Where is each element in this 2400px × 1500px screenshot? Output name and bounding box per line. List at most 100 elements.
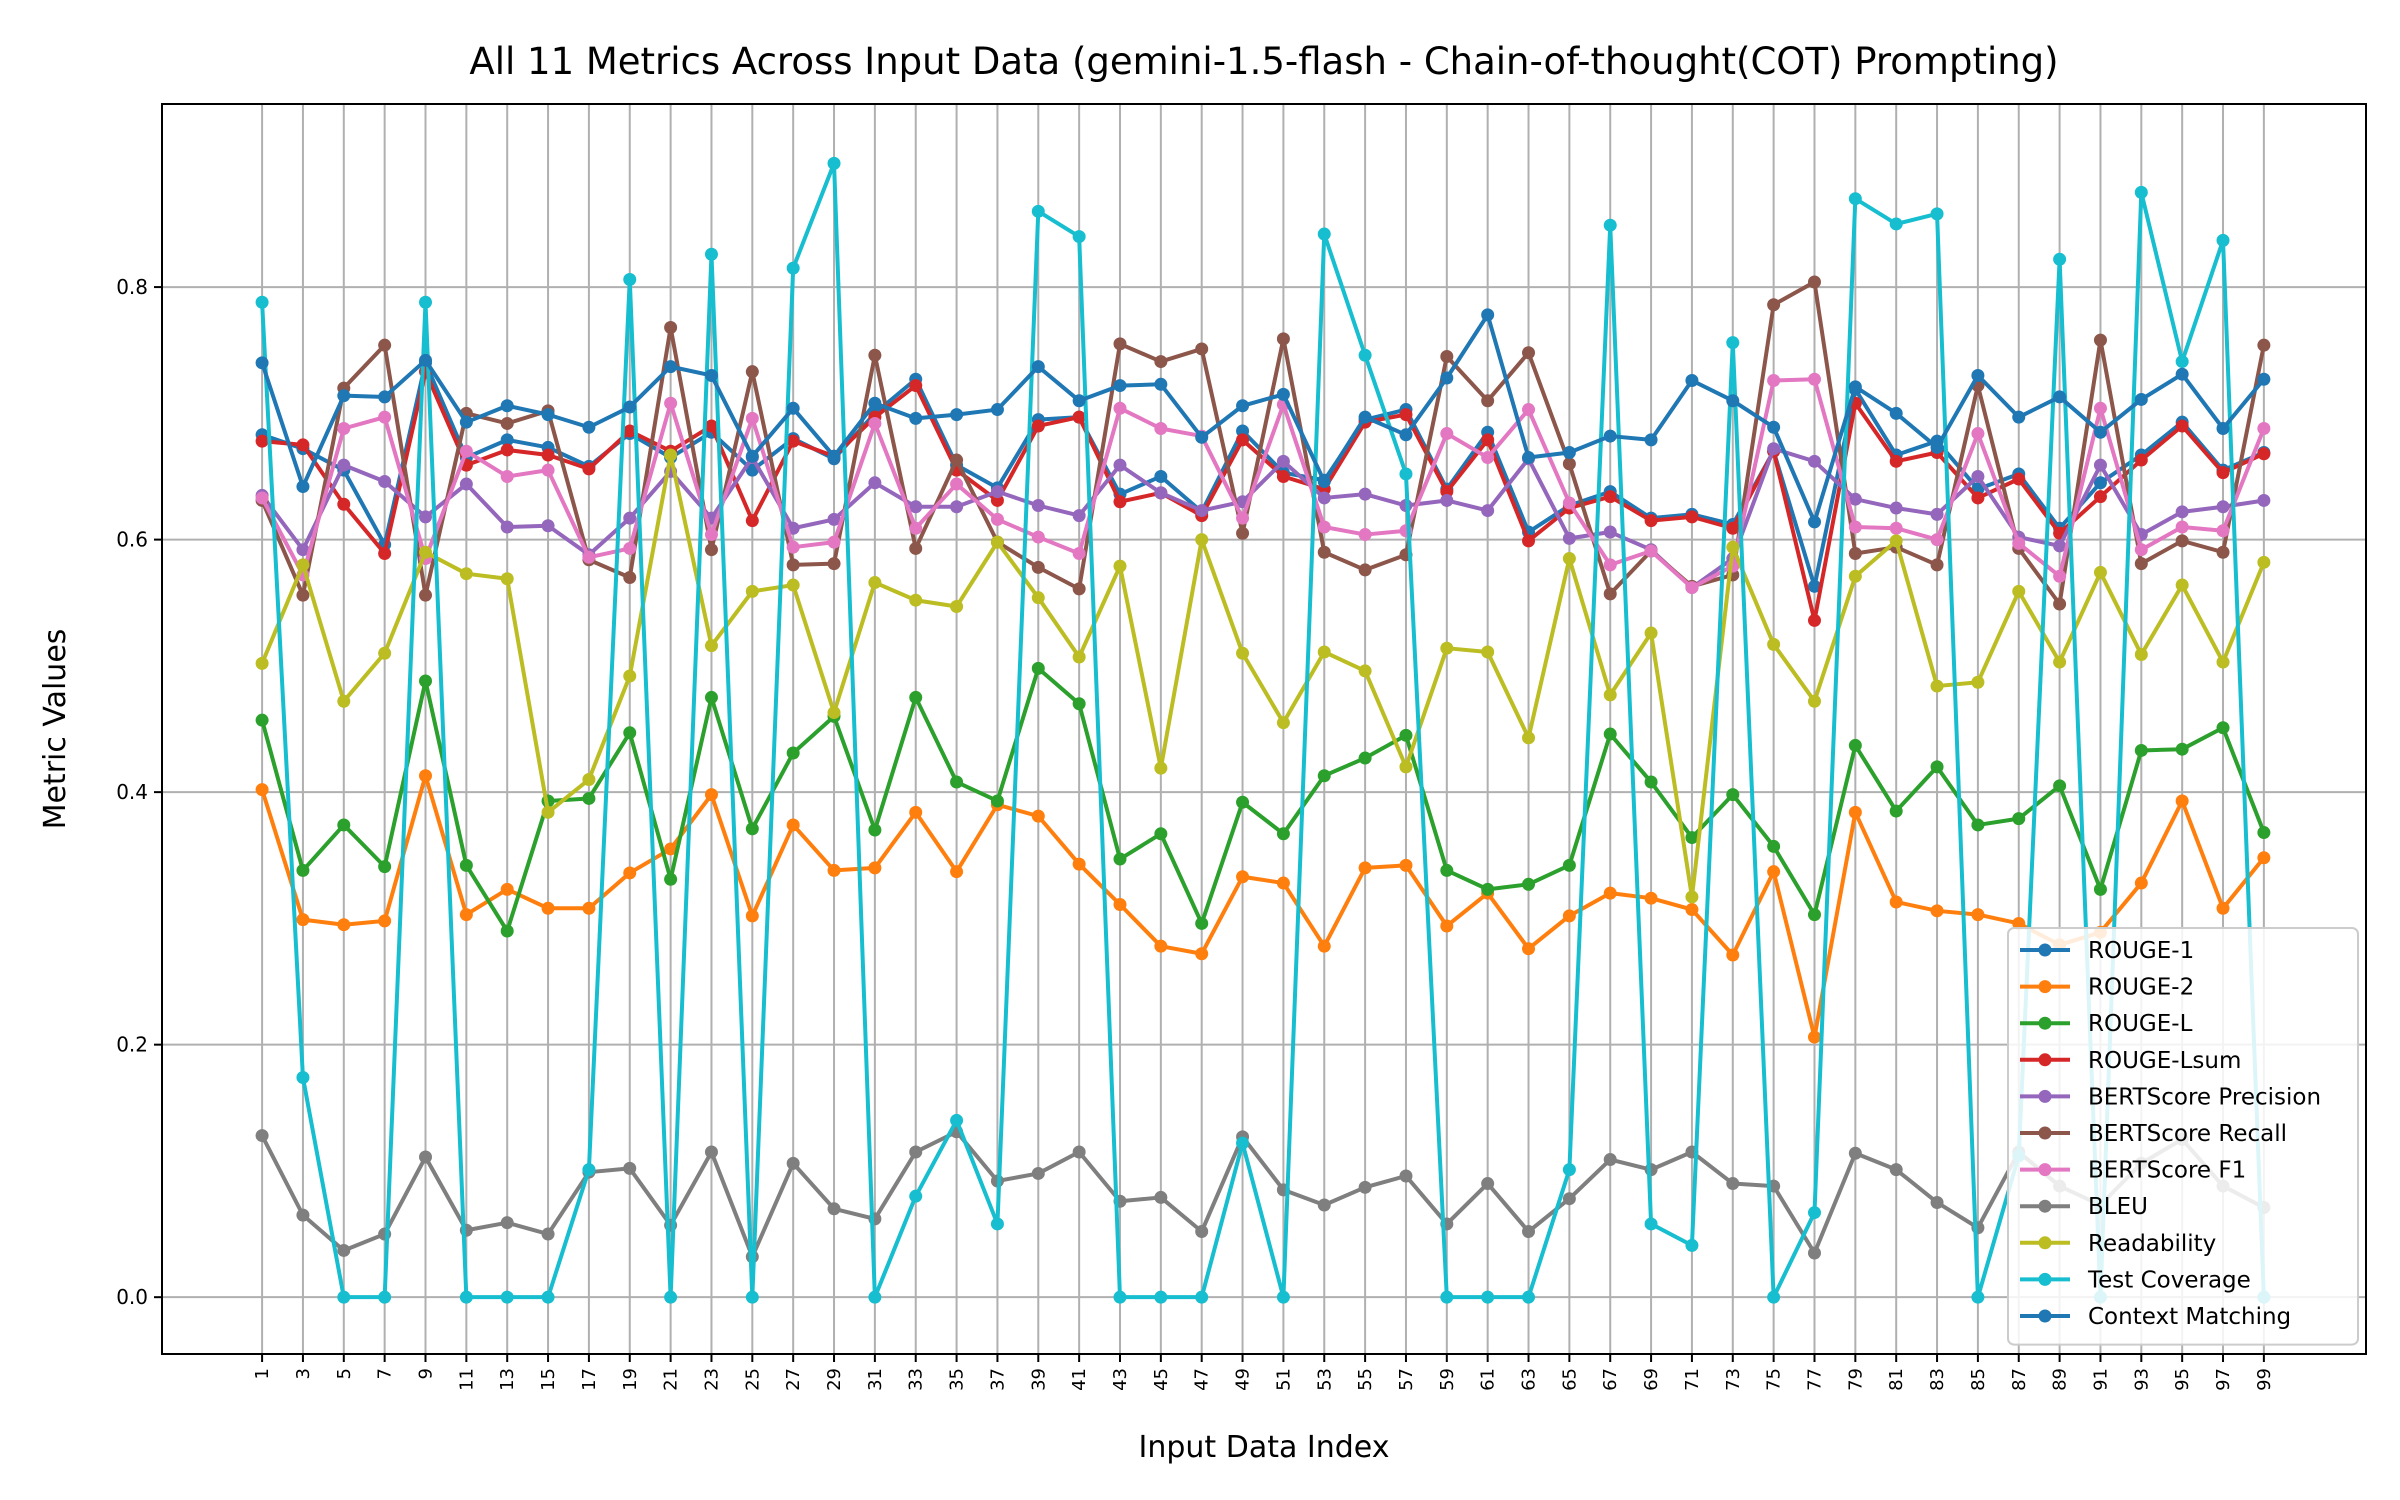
data-point <box>623 511 637 525</box>
data-point <box>1562 457 1576 471</box>
data-point <box>2216 545 2230 559</box>
data-point <box>1807 694 1821 708</box>
data-point <box>2012 536 2026 550</box>
x-tick-label: 15 <box>538 1368 559 1391</box>
data-point <box>459 1290 473 1304</box>
x-tick-label: 37 <box>987 1368 1008 1391</box>
x-tick-label: 21 <box>661 1368 682 1391</box>
data-point <box>1440 641 1454 655</box>
x-tick-label: 5 <box>334 1368 355 1379</box>
data-point <box>459 858 473 872</box>
data-point <box>1031 419 1045 433</box>
data-point <box>1236 870 1250 884</box>
data-point <box>1317 545 1331 559</box>
data-point <box>1317 491 1331 505</box>
data-point <box>582 791 596 805</box>
data-point <box>1767 298 1781 312</box>
data-point <box>1726 336 1740 350</box>
legend-swatch-marker <box>2038 1199 2052 1213</box>
data-point <box>1562 552 1576 566</box>
legend-entry: ROUGE-L <box>2088 1011 2193 1037</box>
data-point <box>2175 355 2189 369</box>
data-point <box>704 543 718 557</box>
data-point <box>1236 511 1250 525</box>
x-tick-label: 23 <box>701 1368 722 1391</box>
data-point <box>1276 1290 1290 1304</box>
data-point <box>1522 403 1536 417</box>
data-point <box>1031 560 1045 574</box>
data-point <box>1399 428 1413 442</box>
data-point <box>378 390 392 404</box>
data-point <box>1889 804 1903 818</box>
data-point <box>1481 1290 1495 1304</box>
x-tick-label: 33 <box>906 1368 927 1391</box>
data-point <box>1971 908 1985 922</box>
series-readability <box>255 448 2271 904</box>
data-point <box>1889 501 1903 515</box>
data-point <box>704 247 718 261</box>
data-point <box>418 769 432 783</box>
data-point <box>1930 207 1944 221</box>
data-point <box>868 861 882 875</box>
data-point <box>1767 374 1781 388</box>
data-point <box>664 1290 678 1304</box>
data-point <box>1603 490 1617 504</box>
data-point <box>1807 515 1821 529</box>
data-point <box>459 415 473 429</box>
data-point <box>2257 338 2271 352</box>
series-line <box>260 773 2266 1040</box>
data-point <box>1195 342 1209 356</box>
data-point <box>745 411 759 425</box>
data-point <box>1317 1198 1331 1212</box>
data-point <box>1399 467 1413 481</box>
data-point <box>541 1227 555 1241</box>
series-rouge-2 <box>255 769 2271 1044</box>
data-point <box>1154 761 1168 775</box>
legend-entry: ROUGE-2 <box>2088 975 2194 1001</box>
data-point <box>2257 555 2271 569</box>
data-point <box>1031 204 1045 218</box>
data-point <box>1971 469 1985 483</box>
x-tick-label: 25 <box>742 1368 763 1391</box>
series-bertscore-f1 <box>255 372 2271 595</box>
data-point <box>1072 546 1086 560</box>
series-test-coverage <box>255 156 2271 1304</box>
data-point <box>500 433 514 447</box>
data-point <box>2257 851 2271 865</box>
data-point <box>623 726 637 740</box>
data-point <box>623 424 637 438</box>
data-point <box>1603 688 1617 702</box>
x-tick-label: 77 <box>1804 1368 1825 1391</box>
data-point <box>2012 916 2026 930</box>
y-tick-label: 0.8 <box>116 275 148 299</box>
data-point <box>582 1163 596 1177</box>
plot-frame <box>161 103 2367 1355</box>
series-line <box>260 312 2266 524</box>
data-point <box>1072 394 1086 408</box>
data-point <box>745 514 759 528</box>
legend-entry: Test Coverage <box>2087 1267 2251 1293</box>
data-point <box>909 521 923 535</box>
data-point <box>1113 458 1127 472</box>
data-point <box>1807 454 1821 468</box>
data-point <box>1603 587 1617 601</box>
data-point <box>2175 367 2189 381</box>
data-point <box>1072 230 1086 244</box>
data-point <box>1522 731 1536 745</box>
legend-box <box>2007 927 2359 1346</box>
x-tick-label: 65 <box>1559 1368 1580 1391</box>
data-point <box>745 449 759 463</box>
data-point <box>1399 760 1413 774</box>
legend-swatch-marker <box>2038 943 2052 957</box>
data-point <box>704 639 718 653</box>
data-point <box>1930 558 1944 572</box>
x-tick-label: 59 <box>1437 1368 1458 1391</box>
data-point <box>1644 433 1658 447</box>
data-point <box>1031 809 1045 823</box>
data-point <box>500 882 514 896</box>
data-point <box>1522 1290 1536 1304</box>
data-point <box>2134 648 2148 662</box>
data-point <box>2257 447 2271 461</box>
data-point <box>704 368 718 382</box>
series-layer <box>255 156 2271 1304</box>
